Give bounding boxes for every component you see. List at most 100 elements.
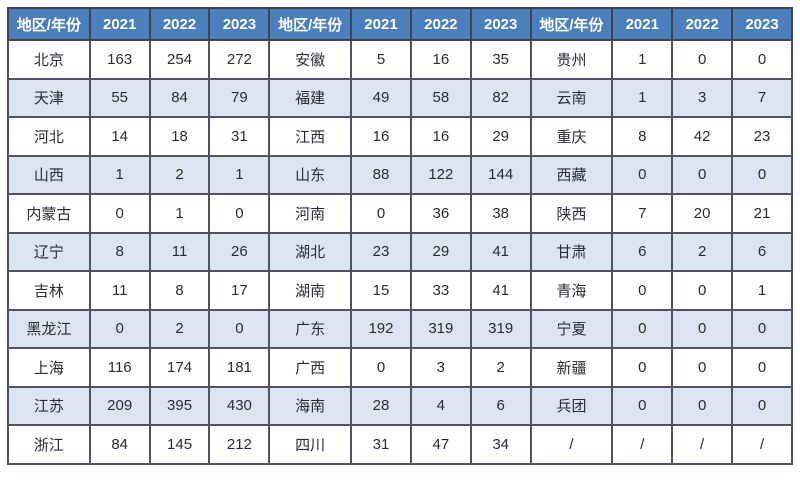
table-row: 上海 116 174 181 广西 0 3 2 新疆 0 0 0 [7, 347, 793, 388]
table-row: 吉林 11 8 17 湖南 15 33 41 青海 0 0 1 [7, 270, 793, 311]
value-cell: 319 [409, 308, 472, 349]
value-cell: 0 [731, 154, 793, 195]
region-cell: / [529, 424, 614, 465]
region-cell: 黑龙江 [7, 308, 91, 349]
value-cell: 0 [731, 308, 793, 349]
value-cell: 1 [148, 193, 211, 234]
region-cell: 山东 [268, 154, 353, 195]
value-cell: 31 [350, 424, 412, 465]
region-cell: 重庆 [529, 116, 614, 157]
value-cell: 41 [469, 270, 532, 311]
value-cell: 15 [350, 270, 412, 311]
region-cell: 青海 [529, 270, 614, 311]
value-cell: 1 [611, 77, 674, 118]
value-cell: 2 [469, 347, 532, 388]
watermark-cover [714, 470, 800, 493]
header-year: 2022 [409, 7, 472, 41]
table-row: 北京 163 254 272 安徽 5 16 35 贵州 1 0 0 [7, 39, 793, 80]
value-cell: 192 [350, 308, 412, 349]
value-cell: 8 [88, 231, 151, 272]
value-cell: 88 [350, 154, 412, 195]
region-cell: 吉林 [7, 270, 91, 311]
region-cell: 江苏 [7, 385, 91, 426]
value-cell: 20 [671, 193, 734, 234]
region-cell: 天津 [7, 77, 91, 118]
region-cell: 辽宁 [7, 231, 91, 272]
value-cell: 28 [350, 385, 412, 426]
region-cell: 山西 [7, 154, 91, 195]
value-cell: 23 [731, 116, 793, 157]
region-cell: 海南 [268, 385, 353, 426]
value-cell: 0 [88, 193, 151, 234]
value-cell: 1 [611, 39, 674, 80]
header-year: 2023 [469, 7, 532, 41]
header-year: 2023 [731, 7, 793, 41]
value-cell: 0 [88, 308, 151, 349]
header-region-year: 地区/年份 [7, 7, 91, 41]
value-cell: 1 [208, 154, 271, 195]
region-cell: 福建 [268, 77, 353, 118]
value-cell: 319 [469, 308, 532, 349]
value-cell: 55 [88, 77, 151, 118]
value-cell: 7 [731, 77, 793, 118]
header-year: 2021 [350, 7, 412, 41]
value-cell: 6 [469, 385, 532, 426]
value-cell: 35 [469, 39, 532, 80]
region-year-table: 地区/年份 2021 2022 2023 地区/年份 2021 2022 2023 地区/年份 2… [7, 7, 793, 465]
value-cell: 0 [350, 193, 412, 234]
value-cell: 26 [208, 231, 271, 272]
value-cell: 11 [148, 231, 211, 272]
table-container: 地区/年份 2021 2022 2023 地区/年份 2021 2022 2023 地区/年份 2… [7, 7, 793, 465]
table-row: 浙江 84 145 212 四川 31 47 34// / / [7, 424, 793, 465]
region-cell: 浙江 [7, 424, 91, 465]
value-cell: 34 [469, 424, 532, 465]
region-cell: 湖南 [268, 270, 353, 311]
value-cell: 8 [611, 116, 674, 157]
table-row: 辽宁 8 11 26 湖北 23 29 41 甘肃 6 2 6 [7, 231, 793, 272]
value-cell: 209 [88, 385, 151, 426]
value-cell: 0 [671, 270, 734, 311]
header-region-year: 地区/年份 [529, 7, 614, 41]
header-year: 2021 [611, 7, 674, 41]
value-cell: 41 [469, 231, 532, 272]
region-cell: 兵团 [529, 385, 614, 426]
value-cell: 0 [611, 308, 674, 349]
value-cell: 145 [148, 424, 211, 465]
value-cell: 58 [409, 77, 472, 118]
region-cell: 江西 [268, 116, 353, 157]
table-row: 河北 14 18 31 江西 16 16 29 重庆 8 42 23 [7, 116, 793, 157]
value-cell: 3 [671, 77, 734, 118]
value-cell: 23 [350, 231, 412, 272]
value-cell: / [671, 424, 734, 465]
value-cell: 21 [731, 193, 793, 234]
value-cell: 0 [350, 347, 412, 388]
table-row: 天津 55 84 79 福建 49 58 82 云南 1 3 7 [7, 77, 793, 118]
value-cell: 0 [731, 39, 793, 80]
value-cell: 4 [409, 385, 472, 426]
header-year: 2023 [208, 7, 271, 41]
table-row: 江苏 209 395 430 海南 28 4 6 兵团 0 0 0 [7, 385, 793, 426]
value-cell: 14 [88, 116, 151, 157]
region-cell: 广东 [268, 308, 353, 349]
value-cell: 0 [671, 347, 734, 388]
region-cell: 内蒙古 [7, 193, 91, 234]
region-cell: 湖北 [268, 231, 353, 272]
value-cell: / [611, 424, 674, 465]
header-year: 2021 [88, 7, 151, 41]
table-row: 黑龙江 0 2 0 广东 192 319 319 宁夏 0 0 0 [7, 308, 793, 349]
value-cell: 84 [88, 424, 151, 465]
value-cell: 16 [409, 116, 472, 157]
region-cell: 北京 [7, 39, 91, 80]
region-cell: 甘肃 [529, 231, 614, 272]
value-cell: 0 [671, 385, 734, 426]
value-cell: 0 [731, 385, 793, 426]
value-cell: 272 [208, 39, 271, 80]
value-cell: 2 [148, 308, 211, 349]
region-cell: 河北 [7, 116, 91, 157]
region-cell: 贵州 [529, 39, 614, 80]
value-cell: 122 [409, 154, 472, 195]
value-cell: 16 [350, 116, 412, 157]
region-cell: 陕西 [529, 193, 614, 234]
region-cell: 宁夏 [529, 308, 614, 349]
value-cell: 38 [469, 193, 532, 234]
